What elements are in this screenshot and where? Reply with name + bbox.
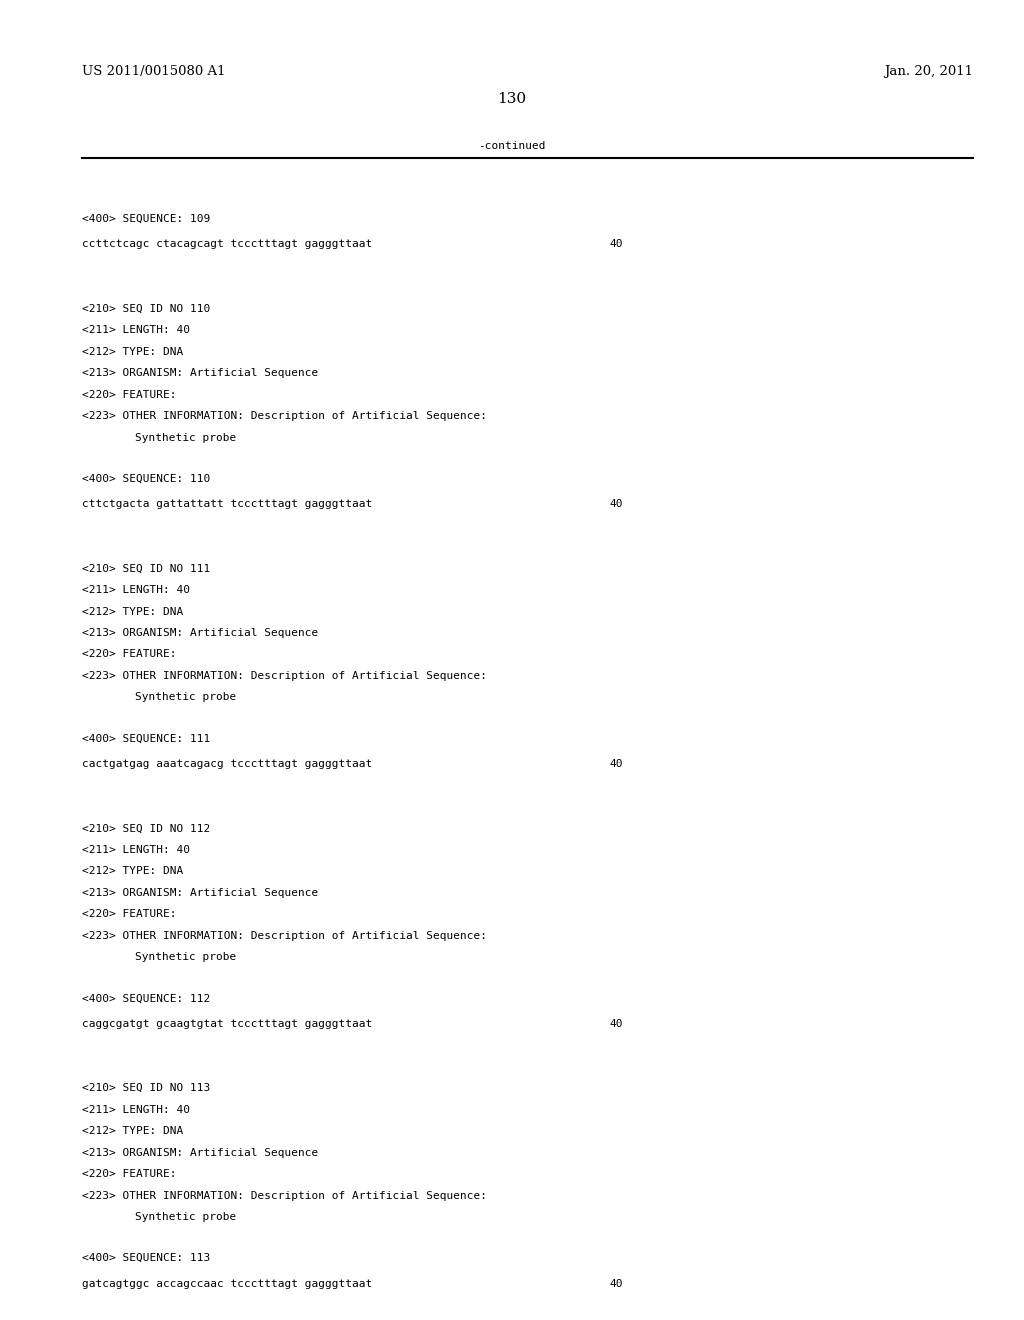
Text: <212> TYPE: DNA: <212> TYPE: DNA	[82, 606, 183, 616]
Text: Jan. 20, 2011: Jan. 20, 2011	[884, 65, 973, 78]
Text: <400> SEQUENCE: 113: <400> SEQUENCE: 113	[82, 1253, 210, 1263]
Text: <223> OTHER INFORMATION: Description of Artificial Sequence:: <223> OTHER INFORMATION: Description of …	[82, 1191, 487, 1201]
Text: cttctgacta gattattatt tccctttagt gagggttaat: cttctgacta gattattatt tccctttagt gagggtt…	[82, 499, 372, 510]
Text: cactgatgag aaatcagacg tccctttagt gagggttaat: cactgatgag aaatcagacg tccctttagt gagggtt…	[82, 759, 372, 768]
Text: <223> OTHER INFORMATION: Description of Artificial Sequence:: <223> OTHER INFORMATION: Description of …	[82, 931, 487, 941]
Text: <400> SEQUENCE: 112: <400> SEQUENCE: 112	[82, 994, 210, 1003]
Text: <220> FEATURE:: <220> FEATURE:	[82, 1170, 176, 1179]
Text: <212> TYPE: DNA: <212> TYPE: DNA	[82, 866, 183, 876]
Text: <400> SEQUENCE: 109: <400> SEQUENCE: 109	[82, 214, 210, 224]
Text: <213> ORGANISM: Artificial Sequence: <213> ORGANISM: Artificial Sequence	[82, 368, 318, 378]
Text: <213> ORGANISM: Artificial Sequence: <213> ORGANISM: Artificial Sequence	[82, 888, 318, 898]
Text: 130: 130	[498, 92, 526, 107]
Text: <210> SEQ ID NO 111: <210> SEQ ID NO 111	[82, 564, 210, 573]
Text: <220> FEATURE:: <220> FEATURE:	[82, 649, 176, 660]
Text: 40: 40	[609, 1279, 623, 1288]
Text: <211> LENGTH: 40: <211> LENGTH: 40	[82, 585, 189, 595]
Text: <211> LENGTH: 40: <211> LENGTH: 40	[82, 845, 189, 855]
Text: <223> OTHER INFORMATION: Description of Artificial Sequence:: <223> OTHER INFORMATION: Description of …	[82, 671, 487, 681]
Text: Synthetic probe: Synthetic probe	[135, 1212, 237, 1222]
Text: <400> SEQUENCE: 111: <400> SEQUENCE: 111	[82, 734, 210, 743]
Text: ccttctcagc ctacagcagt tccctttagt gagggttaat: ccttctcagc ctacagcagt tccctttagt gagggtt…	[82, 239, 372, 249]
Text: <220> FEATURE:: <220> FEATURE:	[82, 909, 176, 919]
Text: gatcagtggc accagccaac tccctttagt gagggttaat: gatcagtggc accagccaac tccctttagt gagggtt…	[82, 1279, 372, 1288]
Text: <210> SEQ ID NO 110: <210> SEQ ID NO 110	[82, 304, 210, 314]
Text: 40: 40	[609, 759, 623, 768]
Text: <212> TYPE: DNA: <212> TYPE: DNA	[82, 347, 183, 356]
Text: 40: 40	[609, 1019, 623, 1028]
Text: <213> ORGANISM: Artificial Sequence: <213> ORGANISM: Artificial Sequence	[82, 628, 318, 638]
Text: <212> TYPE: DNA: <212> TYPE: DNA	[82, 1126, 183, 1137]
Text: <211> LENGTH: 40: <211> LENGTH: 40	[82, 325, 189, 335]
Text: Synthetic probe: Synthetic probe	[135, 952, 237, 962]
Text: <400> SEQUENCE: 110: <400> SEQUENCE: 110	[82, 474, 210, 483]
Text: <211> LENGTH: 40: <211> LENGTH: 40	[82, 1105, 189, 1114]
Text: <223> OTHER INFORMATION: Description of Artificial Sequence:: <223> OTHER INFORMATION: Description of …	[82, 411, 487, 421]
Text: <210> SEQ ID NO 113: <210> SEQ ID NO 113	[82, 1084, 210, 1093]
Text: <220> FEATURE:: <220> FEATURE:	[82, 389, 176, 400]
Text: 40: 40	[609, 239, 623, 249]
Text: caggcgatgt gcaagtgtat tccctttagt gagggttaat: caggcgatgt gcaagtgtat tccctttagt gagggtt…	[82, 1019, 372, 1028]
Text: US 2011/0015080 A1: US 2011/0015080 A1	[82, 65, 225, 78]
Text: -continued: -continued	[478, 141, 546, 152]
Text: Synthetic probe: Synthetic probe	[135, 433, 237, 442]
Text: 40: 40	[609, 499, 623, 510]
Text: Synthetic probe: Synthetic probe	[135, 693, 237, 702]
Text: <210> SEQ ID NO 112: <210> SEQ ID NO 112	[82, 824, 210, 833]
Text: <213> ORGANISM: Artificial Sequence: <213> ORGANISM: Artificial Sequence	[82, 1147, 318, 1158]
